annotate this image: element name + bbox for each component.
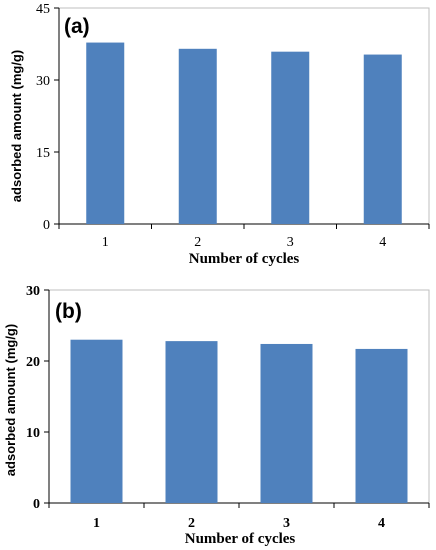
x-tick-label: 4	[379, 235, 386, 250]
chart-a-x-axis-label: Number of cycles	[189, 251, 300, 267]
y-tick-label: 30	[26, 284, 40, 299]
chart-b-panel-label: (b)	[55, 300, 82, 323]
y-tick-label: 0	[33, 497, 40, 512]
chart-b-bars	[70, 339, 408, 503]
bar-cycle-3	[260, 343, 313, 503]
y-tick-label: 20	[26, 355, 40, 370]
bar-cycle-2	[178, 48, 217, 224]
x-tick-label: 3	[283, 516, 290, 531]
y-tick-label: 30	[36, 74, 50, 89]
y-tick-label: 45	[36, 2, 50, 17]
y-tick-label: 15	[36, 146, 50, 161]
bar-cycle-4	[355, 348, 408, 503]
x-tick-label: 3	[287, 235, 294, 250]
chart-a-y-axis-label: adsorbed amount (mg/g)	[9, 50, 24, 202]
chart-a-bars	[86, 42, 402, 225]
bar-cycle-1	[86, 42, 125, 225]
chart-b-x-ticks: 1 2 3 4	[48, 503, 430, 531]
chart-b-x-axis-label: Number of cycles	[185, 531, 296, 547]
bar-cycle-3	[271, 51, 310, 225]
x-tick-label: 2	[188, 516, 195, 531]
chart-a-panel-label: (a)	[64, 15, 90, 38]
x-tick-label: 4	[378, 516, 385, 531]
x-tick-label: 1	[93, 516, 100, 531]
bar-cycle-1	[70, 339, 123, 503]
chart-a-y-ticks: 0 15 30 45	[36, 2, 59, 233]
bar-cycle-2	[165, 341, 218, 503]
chart-b: (b) 0 10 20 30 1 2 3 4 Number of cycles adsorb…	[3, 284, 430, 547]
y-tick-label: 10	[26, 426, 40, 441]
chart-b-y-axis-label: adsorbed amount (mg/g)	[3, 324, 18, 476]
x-tick-label: 2	[194, 235, 201, 250]
chart-b-y-ticks: 0 10 20 30	[26, 284, 49, 512]
chart-a-x-ticks: 1 2 3 4	[58, 224, 430, 250]
bar-cycle-4	[363, 54, 402, 225]
chart-a: (a) 0 15 30 45 1 2 3 4 Number of cycles adsorb…	[9, 2, 430, 267]
x-tick-label: 1	[102, 235, 109, 250]
y-tick-label: 0	[43, 218, 50, 233]
